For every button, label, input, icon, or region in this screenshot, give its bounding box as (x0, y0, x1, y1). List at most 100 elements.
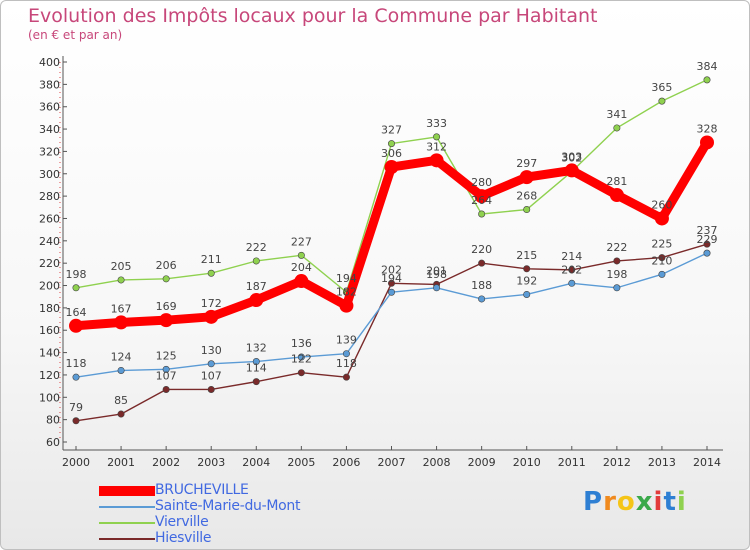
data-label: 194 (381, 272, 402, 285)
data-point (297, 369, 305, 377)
y-tick-label: 180 (39, 302, 60, 315)
data-point (117, 366, 125, 374)
data-label: 297 (516, 157, 537, 170)
data-point (564, 163, 579, 178)
data-label: 198 (606, 268, 627, 281)
data-point (252, 358, 260, 366)
data-label: 172 (201, 297, 222, 310)
data-label: 122 (291, 353, 312, 366)
y-tick-label: 360 (39, 101, 60, 114)
data-point (207, 269, 215, 277)
data-point (387, 279, 395, 287)
data-point (568, 266, 576, 274)
data-point (478, 295, 486, 303)
data-point (609, 188, 624, 202)
data-label: 169 (156, 300, 177, 313)
data-label: 206 (156, 259, 177, 272)
data-label: 341 (606, 108, 627, 121)
data-label: 205 (111, 260, 132, 273)
data-label: 225 (651, 238, 672, 251)
data-label: 384 (697, 60, 718, 73)
x-tick-label: 2007 (378, 456, 406, 469)
data-label: 124 (111, 350, 132, 363)
data-label: 237 (697, 224, 718, 237)
data-point (339, 298, 354, 313)
x-tick-label: 2006 (332, 456, 360, 469)
data-label: 220 (471, 243, 492, 256)
y-tick-label: 160 (39, 324, 60, 337)
data-point (294, 274, 309, 289)
data-point (429, 153, 444, 168)
data-label: 202 (381, 263, 402, 276)
data-point (523, 290, 531, 298)
data-label: 136 (291, 337, 312, 350)
data-point (162, 365, 170, 373)
data-label: 187 (246, 280, 267, 293)
data-label: 204 (291, 261, 312, 274)
data-label: 132 (246, 342, 267, 355)
legend-swatch (99, 538, 155, 540)
data-point (387, 288, 395, 296)
data-point (252, 378, 260, 386)
x-tick-label: 2010 (513, 456, 541, 469)
legend-swatch (99, 486, 155, 496)
x-tick-label: 2005 (287, 456, 315, 469)
data-label: 107 (201, 369, 222, 382)
data-label: 198 (426, 268, 447, 281)
legend-swatch (99, 506, 155, 508)
data-point (207, 385, 215, 393)
data-label: 365 (651, 81, 672, 94)
data-label: 215 (516, 249, 537, 262)
data-label: 188 (471, 279, 492, 292)
data-point (72, 373, 80, 381)
data-point (658, 270, 666, 278)
y-tick-label: 200 (39, 280, 60, 293)
data-label: 229 (697, 233, 718, 246)
chart-subtitle: (en € et par an) (28, 28, 123, 42)
data-label: 85 (114, 394, 128, 407)
legend-label: BRUCHEVILLE (155, 482, 249, 498)
logo-letter: x (635, 487, 654, 517)
x-tick-label: 2003 (197, 456, 225, 469)
y-tick-label: 140 (39, 347, 60, 360)
data-label: 198 (66, 268, 87, 281)
y-tick-label: 340 (39, 123, 60, 136)
data-point (433, 284, 441, 292)
data-label: 268 (516, 190, 537, 203)
data-label: 280 (471, 176, 492, 189)
data-label: 194 (336, 272, 357, 285)
data-label: 306 (381, 147, 402, 160)
logo-letter: o (616, 487, 636, 517)
data-point (69, 318, 83, 333)
data-label: 130 (201, 344, 222, 357)
data-point (519, 170, 534, 185)
data-point (654, 211, 669, 226)
data-label: 222 (246, 241, 267, 254)
proxiti-logo: Proxiti (583, 487, 687, 517)
data-point (478, 210, 486, 218)
legend-label: Sainte-Marie-du-Mont (155, 498, 301, 514)
data-point (703, 76, 711, 84)
data-point (703, 249, 711, 257)
data-label: 79 (69, 401, 83, 414)
data-point (568, 279, 576, 287)
y-tick-label: 320 (39, 145, 60, 158)
data-label: 281 (606, 175, 627, 188)
data-point (297, 353, 305, 361)
data-point (700, 135, 714, 150)
data-label: 107 (156, 369, 177, 382)
data-point (162, 275, 170, 283)
data-point (207, 360, 215, 368)
data-label: 192 (516, 274, 537, 287)
data-label: 118 (336, 357, 357, 370)
data-point (249, 293, 264, 308)
legend-label: Hiesville (155, 530, 212, 546)
data-label: 312 (426, 140, 447, 153)
data-label: 118 (66, 357, 87, 370)
y-tick-label: 300 (39, 168, 60, 181)
chart-title: Evolution des Impôts locaux pour la Comm… (28, 5, 598, 27)
data-label: 167 (111, 302, 132, 315)
y-tick-label: 80 (46, 414, 60, 427)
data-label: 333 (426, 117, 447, 130)
